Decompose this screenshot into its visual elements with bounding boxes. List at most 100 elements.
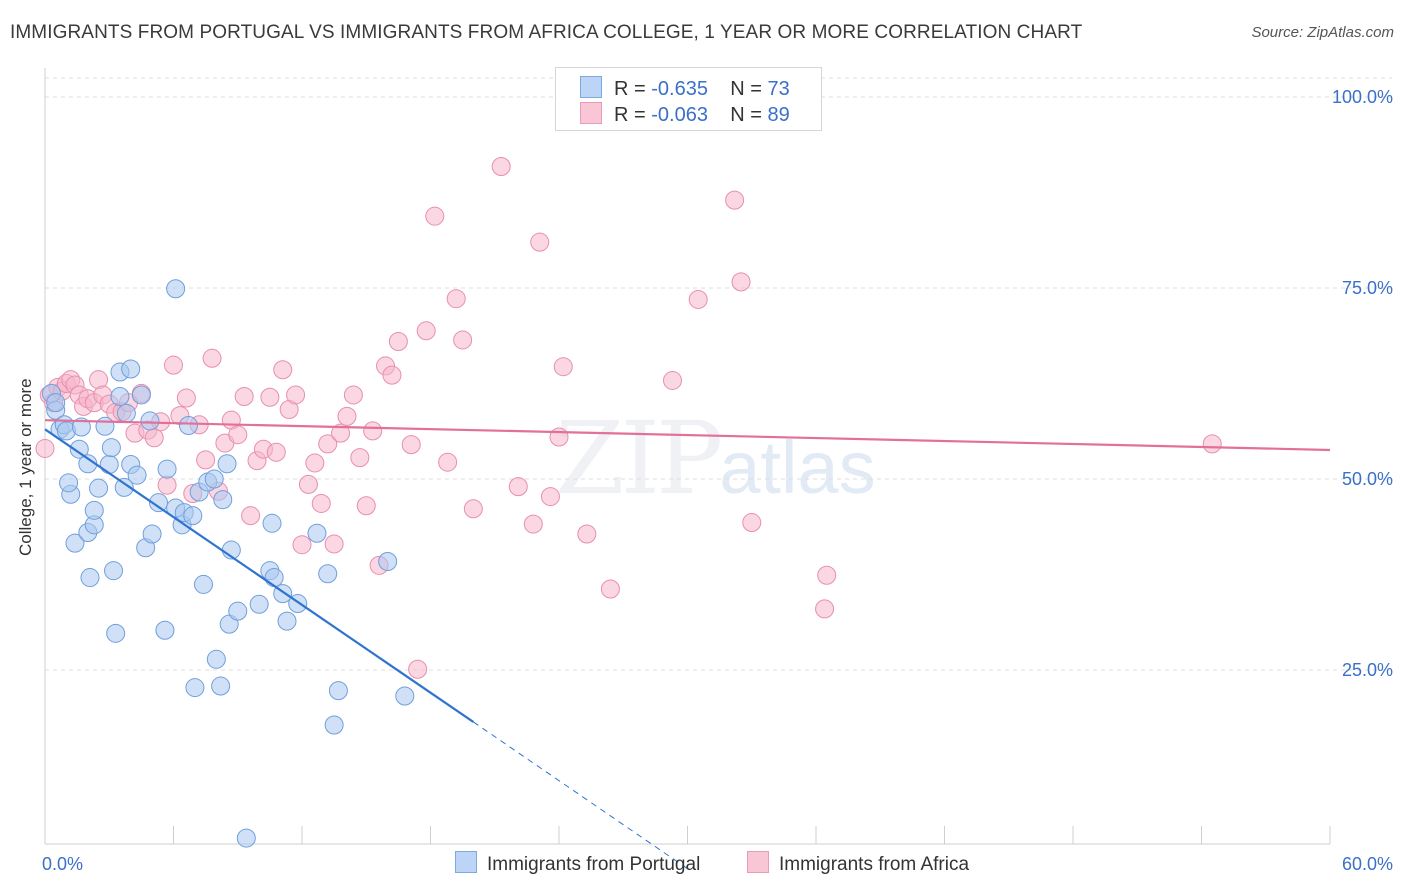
portugal-point — [228, 601, 248, 621]
africa-point — [331, 423, 351, 443]
tick-labels: 25.0% 50.0% 75.0% 100.0% 0.0% 60.0% — [42, 87, 1393, 874]
chart-title: IMMIGRANTS FROM PORTUGAL VS IMMIGRANTS F… — [10, 22, 1083, 43]
portugal-point — [262, 513, 282, 533]
portugal-point — [99, 454, 119, 474]
portugal-trend-line — [44, 428, 474, 723]
portugal-swatch — [580, 76, 602, 98]
bottom-portugal-swatch — [455, 851, 477, 873]
africa-point — [164, 355, 183, 375]
portugal-point — [178, 416, 198, 436]
africa-point — [356, 496, 376, 516]
africa-point — [688, 289, 708, 309]
portugal-point — [249, 594, 269, 614]
africa-point — [298, 474, 318, 494]
portugal-point — [131, 385, 151, 405]
portugal-point — [193, 574, 213, 594]
portugal-point — [217, 454, 237, 474]
africa-point — [408, 659, 428, 679]
africa-point — [663, 370, 683, 390]
trend-lines — [44, 419, 1331, 870]
y-tick-label: 75.0% — [1342, 278, 1393, 298]
x-tick-label-max: 60.0% — [1342, 854, 1393, 874]
grid-lines — [45, 77, 1392, 671]
africa-point — [318, 434, 338, 454]
africa-point — [157, 475, 177, 495]
portugal-point — [110, 386, 130, 406]
africa-point — [438, 452, 458, 472]
portugal-point — [114, 477, 134, 497]
africa-point — [731, 272, 751, 292]
legend-row-portugal: R = -0.635 N = 73 — [580, 76, 790, 100]
africa-n-value: 89 — [767, 104, 790, 126]
africa-point — [549, 427, 569, 447]
africa-point — [416, 321, 436, 341]
portugal-point — [204, 469, 224, 489]
africa-point — [425, 206, 445, 226]
portugal-point — [59, 473, 79, 493]
bottom-africa-swatch — [747, 851, 769, 873]
africa-point — [343, 385, 363, 405]
africa-point — [324, 534, 344, 554]
portugal-point — [116, 403, 136, 423]
africa-point — [742, 513, 762, 533]
africa-point — [260, 387, 280, 407]
legend-row-africa: R = -0.063 N = 89 — [580, 102, 790, 126]
correlation-legend: R = -0.635 N = 73 R = -0.063 N = 89 — [555, 67, 822, 131]
africa-point — [600, 579, 620, 599]
africa-points — [35, 157, 1222, 679]
africa-point — [453, 330, 473, 350]
bottom-portugal-label: Immigrants from Portugal — [487, 854, 701, 875]
portugal-point — [213, 490, 233, 510]
portugal-point — [95, 416, 115, 436]
portugal-point — [121, 359, 141, 379]
africa-point — [202, 348, 222, 368]
portugal-point — [142, 524, 162, 544]
portugal-point — [395, 686, 415, 706]
africa-point — [523, 514, 543, 534]
africa-point — [815, 599, 835, 619]
portugal-point — [106, 623, 126, 643]
portugal-point — [149, 493, 169, 513]
portugal-r-value: -0.635 — [651, 78, 708, 100]
africa-point — [176, 388, 196, 408]
africa-point — [540, 487, 560, 507]
y-axis-label: College, 1 year or more — [16, 378, 35, 556]
portugal-point — [277, 611, 297, 631]
portugal-point — [84, 500, 104, 520]
africa-point — [241, 506, 261, 526]
portugal-point — [211, 676, 231, 696]
africa-point — [491, 157, 511, 177]
portugal-point — [80, 568, 100, 588]
africa-point — [388, 331, 408, 351]
portugal-point — [101, 438, 121, 458]
portugal-point — [166, 279, 186, 299]
africa-point — [463, 499, 483, 519]
africa-point — [234, 386, 254, 406]
africa-point — [292, 535, 312, 555]
africa-point — [311, 493, 331, 513]
portugal-point — [183, 506, 203, 526]
africa-point — [553, 357, 573, 377]
africa-point — [273, 360, 293, 380]
africa-point — [1202, 434, 1222, 454]
portugal-point — [307, 523, 327, 543]
africa-point — [228, 425, 248, 445]
africa-point — [350, 448, 370, 468]
portugal-point — [71, 417, 91, 437]
y-tick-label: 25.0% — [1342, 660, 1393, 680]
portugal-point — [65, 533, 85, 553]
africa-point — [363, 421, 383, 441]
x-tick-label-min: 0.0% — [42, 854, 83, 874]
africa-point — [305, 453, 325, 473]
africa-point — [337, 406, 357, 426]
africa-r-value: -0.063 — [651, 104, 708, 126]
portugal-point — [89, 478, 109, 498]
portugal-point — [46, 393, 66, 413]
portugal-point — [328, 681, 348, 701]
portugal-point — [155, 620, 175, 640]
bottom-legend-portugal: Immigrants from Portugal — [455, 851, 700, 876]
africa-point — [196, 450, 216, 470]
portugal-point — [324, 715, 344, 735]
africa-point — [508, 477, 528, 497]
